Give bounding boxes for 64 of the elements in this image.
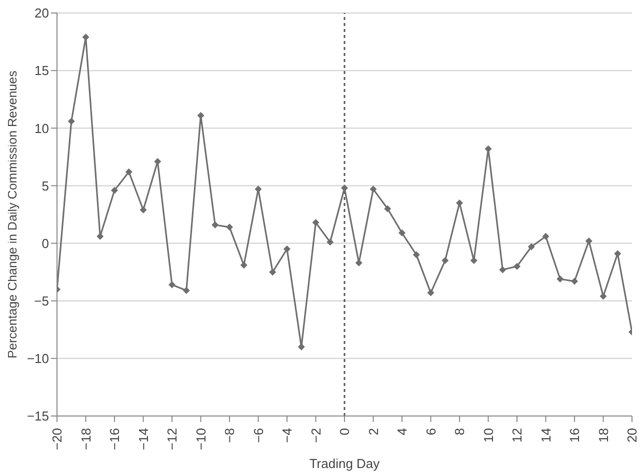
point [384, 205, 392, 212]
x-tick-label: −8 [222, 428, 237, 443]
point [96, 232, 104, 240]
x-tick-label: −20 [50, 428, 64, 450]
x-tick-label: −2 [308, 428, 324, 443]
point [312, 219, 320, 226]
point [197, 112, 204, 119]
point [240, 262, 248, 269]
x-tick-label: −18 [78, 428, 94, 450]
point [370, 186, 377, 193]
x-tick-label: 10 [480, 428, 496, 442]
point [82, 34, 90, 41]
point [542, 232, 550, 240]
point [514, 262, 520, 270]
point [412, 251, 420, 258]
point [585, 237, 592, 244]
point [212, 221, 219, 228]
y-tick-label: 10 [34, 120, 49, 136]
x-tick-label: 12 [510, 428, 524, 442]
x-tick-label: 6 [423, 428, 438, 436]
point [398, 229, 406, 236]
y-tick-label: −5 [34, 293, 49, 308]
point [68, 118, 75, 125]
x-tick-label: 8 [452, 428, 467, 436]
point [600, 292, 607, 300]
point [125, 168, 132, 176]
y-tick-label: −10 [26, 351, 49, 366]
x-tick-label: 18 [596, 428, 611, 442]
x-tick-label: −4 [280, 428, 294, 443]
point [484, 145, 492, 152]
point [556, 275, 564, 282]
point [442, 257, 449, 264]
y-tick-label: 20 [34, 6, 49, 21]
point [499, 266, 506, 274]
point [111, 186, 118, 194]
y-tick-label: 15 [34, 63, 49, 78]
point [571, 278, 578, 285]
x-tick-label: −10 [193, 428, 208, 450]
x-tick-label: 16 [567, 428, 582, 442]
y-tick-label: −15 [26, 408, 49, 424]
y-tick-label: 0 [42, 236, 49, 251]
x-tick-label: 4 [394, 428, 410, 436]
x-tick-label: 20 [624, 428, 640, 442]
x-tick-label: 14 [538, 428, 554, 442]
x-tick-label: −6 [250, 428, 266, 443]
point [528, 243, 535, 250]
point [456, 199, 463, 206]
point [427, 289, 434, 296]
x-tick-label: −14 [136, 428, 151, 450]
x-tick-label: 0 [337, 428, 352, 436]
point [168, 281, 176, 288]
point [298, 343, 305, 350]
point [182, 286, 190, 294]
point [269, 268, 276, 276]
point [326, 238, 334, 246]
x-tick-label: −16 [107, 428, 122, 450]
point [470, 257, 478, 264]
point [226, 224, 233, 231]
point [284, 246, 290, 253]
x-tick-label: 2 [366, 428, 381, 436]
y-tick-label: 5 [42, 178, 49, 194]
point [140, 206, 147, 214]
x-axis-title: Trading Day [309, 456, 380, 471]
x-tick-label: −12 [164, 428, 180, 450]
